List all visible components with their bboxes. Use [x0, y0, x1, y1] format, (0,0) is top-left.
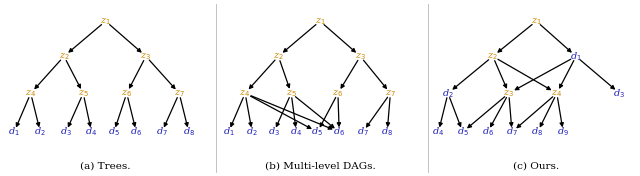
Text: d$_7$: d$_7$	[506, 126, 518, 138]
Text: z$_1$: z$_1$	[314, 16, 326, 27]
Text: z$_1$: z$_1$	[100, 16, 111, 27]
Text: d$_3$: d$_3$	[60, 126, 72, 138]
Text: (c) Ours.: (c) Ours.	[513, 162, 559, 171]
Text: z$_1$: z$_1$	[531, 16, 542, 27]
Text: d$_6$: d$_6$	[481, 126, 494, 138]
Text: d$_1$: d$_1$	[8, 126, 20, 138]
Text: (b) Multi-level DAGs.: (b) Multi-level DAGs.	[264, 162, 376, 171]
Text: d$_5$: d$_5$	[457, 126, 468, 138]
Text: d$_1$: d$_1$	[570, 50, 582, 63]
Text: z$_3$: z$_3$	[503, 88, 515, 99]
Text: d$_2$: d$_2$	[35, 126, 46, 138]
Text: z$_6$: z$_6$	[332, 88, 344, 99]
Text: d$_5$: d$_5$	[108, 126, 120, 138]
Text: d$_8$: d$_8$	[182, 126, 195, 138]
Text: z$_4$: z$_4$	[239, 88, 251, 99]
Text: z$_4$: z$_4$	[551, 88, 563, 99]
Text: d$_6$: d$_6$	[333, 126, 346, 138]
Text: z$_4$: z$_4$	[25, 88, 36, 99]
Text: d$_4$: d$_4$	[85, 126, 98, 138]
Text: d$_8$: d$_8$	[381, 126, 394, 138]
Text: d$_8$: d$_8$	[531, 126, 544, 138]
Text: z$_2$: z$_2$	[273, 51, 284, 62]
Text: z$_6$: z$_6$	[121, 88, 132, 99]
Text: d$_4$: d$_4$	[432, 126, 445, 138]
Text: d$_1$: d$_1$	[223, 126, 234, 138]
Text: z$_5$: z$_5$	[285, 88, 297, 99]
Text: d$_5$: d$_5$	[312, 126, 323, 138]
Text: d$_3$: d$_3$	[614, 87, 625, 100]
Text: d$_2$: d$_2$	[246, 126, 258, 138]
Text: (a) Trees.: (a) Trees.	[81, 162, 131, 171]
Text: z$_7$: z$_7$	[385, 88, 396, 99]
Text: d$_7$: d$_7$	[156, 126, 168, 138]
Text: d$_7$: d$_7$	[357, 126, 369, 138]
Text: d$_9$: d$_9$	[557, 126, 569, 138]
Text: d$_2$: d$_2$	[442, 87, 454, 100]
Text: z$_2$: z$_2$	[487, 51, 499, 62]
Text: z$_7$: z$_7$	[173, 88, 185, 99]
Text: z$_3$: z$_3$	[355, 51, 366, 62]
Text: d$_6$: d$_6$	[130, 126, 143, 138]
Text: d$_3$: d$_3$	[268, 126, 280, 138]
Text: d$_4$: d$_4$	[290, 126, 303, 138]
Text: z$_2$: z$_2$	[58, 51, 70, 62]
Text: z$_5$: z$_5$	[77, 88, 89, 99]
Text: z$_3$: z$_3$	[140, 51, 152, 62]
